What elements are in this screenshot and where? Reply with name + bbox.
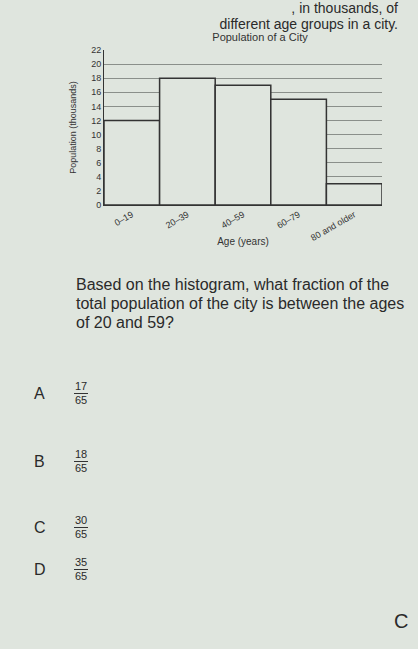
svg-text:60–79: 60–79: [275, 209, 302, 230]
svg-text:4: 4: [96, 172, 101, 182]
html-text:17: 17: [75, 380, 88, 392]
html-text:Based on the histogram, what f: Based on the histogram, what fraction of…: [76, 276, 405, 331]
html-text:65: 65: [75, 528, 88, 540]
svg-text:12: 12: [91, 116, 101, 126]
svg-text:10: 10: [91, 130, 101, 140]
svg-text:Population (thousands): Population (thousands): [68, 81, 78, 174]
svg-text:14: 14: [91, 102, 101, 112]
svg-text:Age (years): Age (years): [217, 236, 269, 247]
svg-text:0–19: 0–19: [113, 209, 135, 228]
svg-text:2: 2: [96, 186, 101, 196]
svg-text:20: 20: [91, 59, 101, 69]
html-text:30: 30: [75, 514, 88, 526]
svg-text:80 and older: 80 and older: [309, 209, 357, 243]
svg-text:Population of a City: Population of a City: [212, 31, 308, 43]
svg-text:40–59: 40–59: [220, 209, 247, 230]
svg-text:20–39: 20–39: [164, 209, 191, 230]
html-text:18: 18: [75, 448, 88, 460]
svg-text:0: 0: [96, 200, 101, 210]
html-text:C: C: [34, 518, 46, 536]
svg-text:22: 22: [91, 45, 101, 55]
html-text:C: C: [394, 610, 409, 632]
html-text:, in thousands, of: , in thousands, of: [291, 0, 398, 16]
svg-text:16: 16: [91, 87, 101, 97]
html-text:65: 65: [75, 394, 88, 406]
html-text:65: 65: [75, 462, 88, 474]
html-text:different age groups in a city: different age groups in a city.: [219, 16, 398, 32]
html-text:A: A: [34, 384, 45, 402]
html-text:35: 35: [75, 556, 88, 568]
html-text:D: D: [34, 560, 46, 578]
svg-text:8: 8: [96, 144, 101, 154]
html-text:B: B: [34, 452, 45, 470]
svg-text:18: 18: [91, 73, 101, 83]
html-text:65: 65: [75, 570, 88, 582]
svg-text:6: 6: [96, 158, 101, 168]
